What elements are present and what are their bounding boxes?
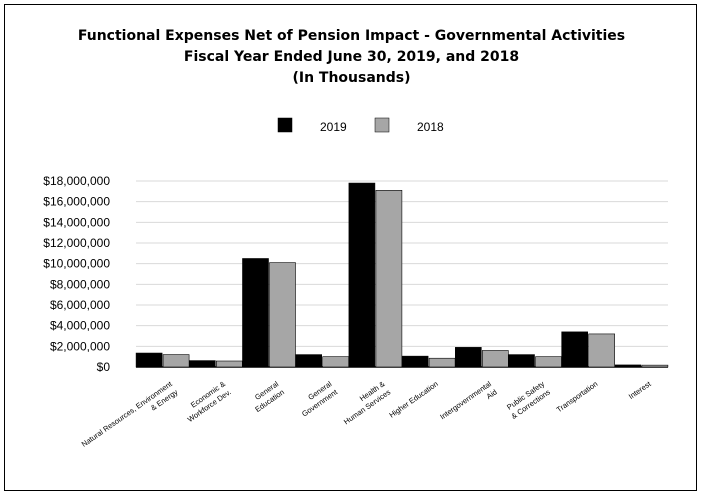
bar-2019-2 — [243, 259, 269, 368]
y-tick-label: $12,000,000 — [43, 236, 110, 250]
x-tick-label: Interest — [627, 379, 653, 401]
bar-2018-6 — [482, 350, 508, 367]
x-tick-label: Higher Education — [387, 379, 439, 419]
y-tick-label: $6,000,000 — [50, 298, 110, 312]
bar-2019-6 — [455, 347, 481, 367]
svg-text:IntergovernmentalAid: IntergovernmentalAid — [438, 379, 499, 429]
legend-label-2018: 2018 — [417, 120, 444, 134]
chart-legend: 2019 2018 — [278, 118, 444, 134]
svg-text:Natural Resources, Environment: Natural Resources, Environment& Energy — [80, 379, 180, 457]
y-tick-label: $4,000,000 — [50, 319, 110, 333]
bar-2018-8 — [589, 334, 615, 367]
bar-2018-0 — [163, 355, 189, 367]
bar-2019-5 — [402, 356, 428, 367]
bar-2018-3 — [323, 357, 349, 367]
x-tick-label: Economic &Workforce Dev. — [180, 379, 233, 424]
bar-2018-5 — [429, 358, 455, 367]
y-tick-label: $10,000,000 — [43, 257, 110, 271]
svg-text:GeneralEducation: GeneralEducation — [248, 379, 286, 414]
x-tick-label: Health &Human Services — [336, 379, 392, 426]
y-tick-label: $14,000,000 — [43, 215, 110, 229]
bar-2019-1 — [189, 361, 215, 367]
x-tick-label: Natural Resources, Environment& Energy — [80, 379, 180, 457]
y-tick-label: $2,000,000 — [50, 339, 110, 353]
bar-2019-8 — [562, 332, 588, 367]
bar-2018-9 — [642, 365, 668, 367]
svg-text:GeneralGovernment: GeneralGovernment — [294, 379, 339, 419]
y-tick-label: $18,000,000 — [43, 174, 110, 188]
bar-2019-9 — [615, 365, 641, 367]
bar-2019-3 — [296, 355, 322, 367]
svg-text:Higher Education: Higher Education — [387, 379, 439, 419]
bar-2019-7 — [509, 355, 535, 367]
legend-swatch-2019 — [278, 118, 292, 132]
bar-2018-4 — [376, 190, 402, 367]
svg-text:Interest: Interest — [627, 379, 653, 401]
bar-2018-1 — [216, 361, 242, 367]
x-tick-label: GeneralEducation — [248, 379, 286, 414]
svg-text:Economic &Workforce Dev.: Economic &Workforce Dev. — [180, 379, 233, 424]
svg-text:Public Safety& Corrections: Public Safety& Corrections — [504, 379, 552, 421]
x-tick-label: Public Safety& Corrections — [504, 379, 552, 421]
legend-label-2019: 2019 — [320, 120, 347, 134]
svg-text:Health &Human Services: Health &Human Services — [336, 379, 392, 426]
y-tick-label: $0 — [97, 360, 111, 374]
y-tick-label: $8,000,000 — [50, 277, 110, 291]
y-tick-label: $16,000,000 — [43, 195, 110, 209]
svg-text:Transportation: Transportation — [555, 379, 600, 414]
x-tick-label: GeneralGovernment — [294, 379, 339, 419]
x-tick-label: IntergovernmentalAid — [438, 379, 499, 429]
x-tick-label: Transportation — [555, 379, 600, 414]
bar-2018-2 — [270, 263, 296, 367]
x-axis: Natural Resources, Environment& Energy Ec… — [80, 379, 653, 457]
legend-swatch-2018 — [375, 118, 389, 132]
bar-2019-0 — [136, 353, 162, 367]
chart-bars — [136, 183, 668, 367]
bar-2018-7 — [536, 357, 562, 367]
bar-2019-4 — [349, 183, 375, 367]
